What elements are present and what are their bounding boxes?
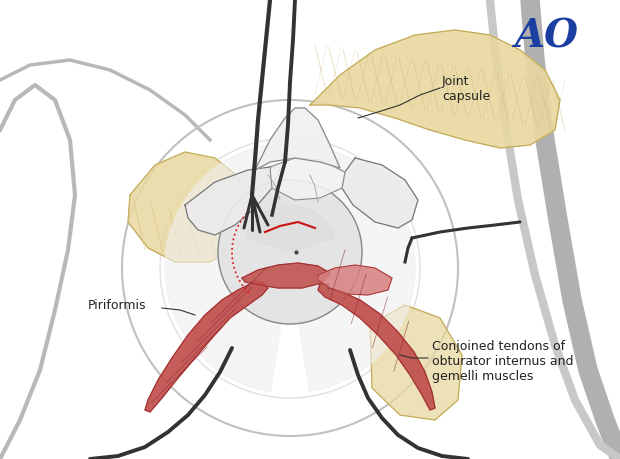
Text: Piriformis: Piriformis xyxy=(88,298,146,312)
Text: Conjoined tendons of
obturator internus and
gemelli muscles: Conjoined tendons of obturator internus … xyxy=(432,340,574,383)
Polygon shape xyxy=(310,30,560,148)
Circle shape xyxy=(218,180,362,324)
Text: Joint
capsule: Joint capsule xyxy=(442,75,490,103)
Polygon shape xyxy=(145,281,268,412)
Polygon shape xyxy=(370,305,462,420)
Polygon shape xyxy=(246,205,335,252)
Polygon shape xyxy=(165,143,415,392)
Polygon shape xyxy=(342,158,418,228)
Polygon shape xyxy=(185,167,280,235)
Text: AO: AO xyxy=(513,18,578,56)
Polygon shape xyxy=(242,263,330,288)
Polygon shape xyxy=(318,265,392,295)
Polygon shape xyxy=(255,108,340,170)
Polygon shape xyxy=(270,158,345,200)
Polygon shape xyxy=(318,284,435,410)
Polygon shape xyxy=(128,152,250,262)
